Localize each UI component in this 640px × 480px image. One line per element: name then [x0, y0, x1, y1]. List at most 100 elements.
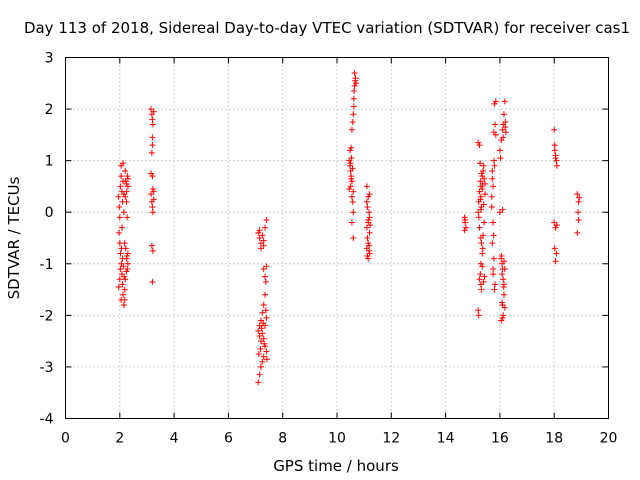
data-point — [480, 232, 487, 239]
x-tick-label: 20 — [600, 431, 618, 447]
data-point — [117, 250, 124, 257]
data-point — [149, 116, 156, 123]
data-point — [256, 227, 263, 234]
data-point — [551, 126, 558, 133]
data-point — [553, 250, 560, 257]
data-point — [260, 353, 267, 360]
data-point — [575, 198, 582, 205]
data-point — [365, 240, 372, 247]
data-point — [499, 126, 506, 133]
data-point — [348, 178, 355, 185]
data-point — [351, 82, 358, 89]
chart-title: Day 113 of 2018, Sidereal Day-to-day VTE… — [24, 19, 630, 37]
data-point — [148, 242, 155, 249]
data-point — [115, 229, 122, 236]
data-point — [552, 155, 559, 162]
data-point — [499, 206, 506, 213]
data-point — [551, 245, 558, 252]
data-point — [261, 340, 268, 347]
data-point — [502, 129, 509, 136]
data-point — [480, 278, 487, 285]
data-point — [149, 204, 156, 211]
data-point — [150, 196, 157, 203]
y-axis-tick-labels: -4 -3 -2 -1 0 1 2 3 — [40, 51, 54, 428]
data-point — [488, 204, 495, 211]
data-point — [348, 193, 355, 200]
data-point — [502, 118, 509, 125]
data-point — [349, 165, 356, 172]
data-point — [121, 240, 128, 247]
data-point — [263, 216, 270, 223]
data-point — [255, 327, 262, 334]
data-point — [476, 142, 483, 149]
y-tick-label: -2 — [40, 308, 54, 324]
data-point — [481, 273, 488, 280]
data-point — [352, 77, 359, 84]
axis-ticks — [65, 57, 609, 419]
data-point — [116, 214, 123, 221]
data-point — [262, 278, 269, 285]
data-point — [575, 216, 582, 223]
x-tick-label: 0 — [61, 431, 70, 447]
data-point — [348, 144, 355, 151]
data-point — [120, 160, 127, 167]
y-tick-label: 3 — [45, 51, 54, 67]
data-point — [259, 309, 266, 316]
data-point — [366, 214, 373, 221]
data-point — [488, 193, 495, 200]
data-point — [363, 198, 370, 205]
data-point — [499, 299, 506, 306]
data-point — [497, 155, 504, 162]
data-point — [122, 245, 129, 252]
data-point — [257, 363, 264, 370]
data-points — [115, 69, 583, 386]
data-point — [148, 191, 155, 198]
data-point — [575, 209, 582, 216]
data-point — [475, 307, 482, 314]
data-point — [115, 283, 122, 290]
data-point — [117, 183, 124, 190]
data-point — [149, 186, 156, 193]
data-point — [500, 276, 507, 283]
data-point — [363, 183, 370, 190]
data-point — [364, 204, 371, 211]
data-point — [574, 191, 581, 198]
data-point — [553, 222, 560, 229]
x-tick-label: 18 — [545, 431, 563, 447]
data-point — [501, 98, 508, 105]
x-tick-label: 8 — [278, 431, 287, 447]
data-point — [363, 224, 370, 231]
data-point — [257, 345, 264, 352]
data-point — [257, 338, 264, 345]
data-point — [348, 155, 355, 162]
data-point — [259, 232, 266, 239]
data-point — [259, 358, 266, 365]
x-tick-label: 14 — [437, 431, 455, 447]
data-point — [481, 219, 488, 226]
x-tick-label: 2 — [115, 431, 124, 447]
data-point — [262, 307, 269, 314]
data-point — [149, 209, 156, 216]
data-point — [477, 196, 484, 203]
data-point — [149, 278, 156, 285]
data-point — [124, 250, 131, 257]
data-point — [115, 193, 122, 200]
data-point — [122, 167, 129, 174]
data-point — [490, 219, 497, 226]
data-point — [120, 302, 127, 309]
data-point — [462, 216, 469, 223]
data-point — [475, 214, 482, 221]
data-point — [123, 198, 130, 205]
data-point — [479, 245, 486, 252]
data-point — [148, 170, 155, 177]
data-point — [490, 271, 497, 278]
data-point — [490, 157, 497, 164]
data-point — [260, 237, 267, 244]
y-tick-label: 0 — [45, 205, 54, 221]
data-point — [501, 304, 508, 311]
data-point — [346, 186, 353, 193]
data-point — [366, 242, 373, 249]
x-tick-label: 4 — [170, 431, 179, 447]
x-tick-label: 6 — [224, 431, 233, 447]
